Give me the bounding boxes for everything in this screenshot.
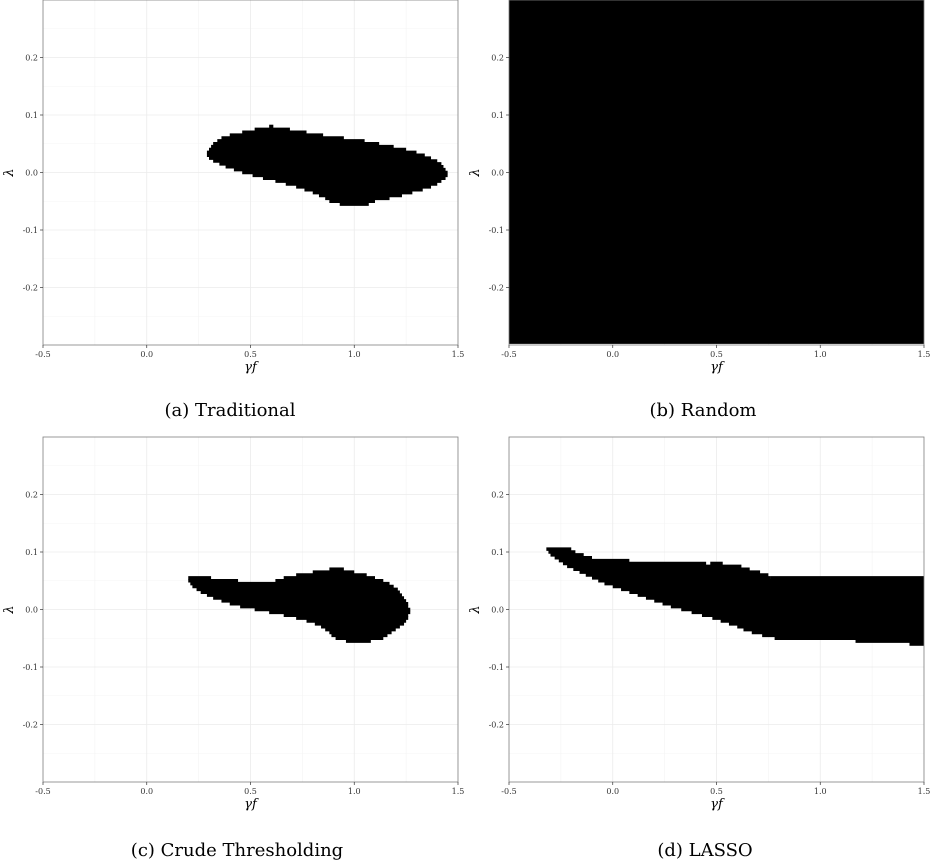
region-bands xyxy=(188,567,411,643)
panel-2: -0.5 0.0 0.5 1.0 1.5 -0.2 -0.1 0.0 0.1 0.2 γf λ (c) … xyxy=(2,436,465,861)
y-tick-label: -0.1 xyxy=(489,226,504,235)
x-tick-label: 1.5 xyxy=(918,787,931,796)
y-tick-label: 0.1 xyxy=(25,548,38,557)
x-tick-label: 0.0 xyxy=(606,787,619,796)
x-tick-label: 1.5 xyxy=(452,787,465,796)
y-axis-title: λ xyxy=(2,168,17,177)
y-tick-label: 0.0 xyxy=(25,169,38,178)
x-tick-label: 1.0 xyxy=(814,787,827,796)
panel-caption: (b) Random xyxy=(649,400,756,421)
y-tick-label: 0.2 xyxy=(491,491,504,500)
y-tick-label: 0.1 xyxy=(491,548,504,557)
panel-3: -0.5 0.0 0.5 1.0 1.5 -0.2 -0.1 0.0 0.1 0.2 γf λ (d) … xyxy=(468,436,931,861)
x-tick-label: -0.5 xyxy=(501,787,516,796)
x-tick-label: 0.0 xyxy=(606,350,619,359)
region-bands xyxy=(546,547,924,646)
panel-1: -0.5 0.0 0.5 1.0 1.5 -0.2 -0.1 0.0 0.1 0.2 γf λ (b) … xyxy=(468,0,930,421)
y-axis-title: λ xyxy=(468,168,483,177)
x-axis-title: γf xyxy=(710,797,725,812)
panel-0: -0.5 0.0 0.5 1.0 1.5 -0.2 -0.1 0.0 0.1 0.2 γf λ (a) … xyxy=(2,0,464,421)
x-tick-label: 0.5 xyxy=(244,350,257,359)
x-tick-label: 1.0 xyxy=(348,350,361,359)
region-bands xyxy=(206,124,448,206)
y-tick-label: -0.2 xyxy=(23,284,38,293)
x-tick-label: 0.0 xyxy=(140,787,153,796)
y-tick-label: 0.2 xyxy=(491,54,504,63)
y-tick-label: 0.2 xyxy=(25,54,38,63)
x-axis-title: γf xyxy=(710,360,725,375)
y-tick-label: -0.1 xyxy=(23,663,38,672)
panel-caption: (d) LASSO xyxy=(657,840,752,861)
y-axis-title: λ xyxy=(468,605,483,614)
x-tick-label: 0.0 xyxy=(140,350,153,359)
x-tick-label: 1.0 xyxy=(348,787,361,796)
x-axis-title: γf xyxy=(244,360,259,375)
y-tick-label: 0.1 xyxy=(25,111,38,120)
x-tick-label: -0.5 xyxy=(35,787,50,796)
grid xyxy=(43,437,458,782)
x-tick-label: 1.0 xyxy=(814,350,827,359)
y-tick-label: 0.1 xyxy=(491,111,504,120)
x-tick-label: -0.5 xyxy=(501,350,516,359)
y-tick-label: -0.2 xyxy=(489,721,504,730)
y-tick-label: 0.0 xyxy=(491,169,504,178)
y-tick-label: 0.2 xyxy=(25,491,38,500)
x-axis-title: γf xyxy=(244,797,259,812)
x-tick-label: 1.5 xyxy=(918,350,931,359)
y-tick-label: 0.0 xyxy=(25,606,38,615)
x-tick-label: 1.5 xyxy=(452,350,465,359)
y-tick-label: -0.1 xyxy=(23,226,38,235)
y-tick-label: -0.2 xyxy=(23,721,38,730)
x-tick-label: 0.5 xyxy=(710,350,723,359)
panel-caption: (c) Crude Thresholding xyxy=(131,840,343,861)
y-tick-label: -0.1 xyxy=(489,663,504,672)
panel-caption: (a) Traditional xyxy=(164,400,295,421)
y-tick-label: 0.0 xyxy=(491,606,504,615)
x-tick-label: 0.5 xyxy=(710,787,723,796)
y-tick-label: -0.2 xyxy=(489,284,504,293)
x-tick-label: -0.5 xyxy=(35,350,50,359)
region-bands xyxy=(509,0,924,344)
y-axis-title: λ xyxy=(2,605,17,614)
x-tick-label: 0.5 xyxy=(244,787,257,796)
